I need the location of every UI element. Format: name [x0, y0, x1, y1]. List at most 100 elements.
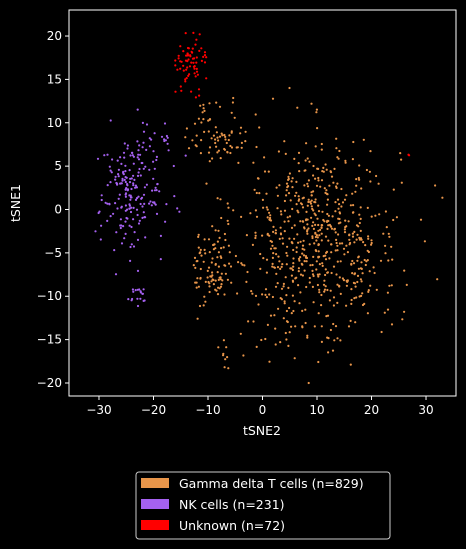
data-point: [187, 47, 190, 50]
data-point: [272, 225, 275, 228]
data-point: [141, 292, 144, 295]
data-point: [208, 146, 212, 149]
data-point: [142, 167, 145, 170]
data-point: [333, 167, 336, 170]
data-point: [192, 61, 195, 64]
data-point: [405, 283, 408, 286]
data-point: [208, 282, 211, 285]
data-point: [278, 260, 281, 263]
data-point: [335, 241, 338, 245]
data-point: [257, 303, 260, 306]
data-point: [137, 153, 140, 156]
data-point: [184, 31, 187, 35]
data-point: [274, 232, 277, 235]
data-point: [234, 254, 237, 258]
data-point: [285, 309, 288, 313]
data-point: [214, 141, 217, 145]
data-point: [205, 56, 208, 59]
data-point: [305, 285, 308, 289]
data-point: [327, 239, 330, 242]
data-point: [306, 334, 309, 337]
data-point: [200, 59, 203, 63]
data-point: [142, 288, 145, 291]
data-point: [195, 260, 198, 263]
data-point: [282, 285, 285, 288]
data-point: [335, 185, 338, 188]
data-point: [388, 284, 391, 287]
data-point: [251, 292, 254, 295]
data-point: [236, 292, 239, 295]
data-point: [197, 246, 200, 249]
data-point: [359, 278, 362, 281]
data-point: [275, 186, 278, 189]
data-point: [206, 269, 209, 272]
data-point: [240, 262, 243, 265]
data-point: [240, 146, 243, 149]
data-point: [403, 310, 406, 313]
data-point: [283, 230, 286, 233]
data-point: [272, 252, 275, 255]
data-point: [229, 265, 233, 268]
data-point: [312, 227, 315, 230]
data-point: [279, 297, 282, 300]
data-point: [159, 234, 162, 237]
data-point: [284, 331, 287, 335]
data-point: [351, 192, 354, 195]
data-point: [184, 80, 187, 83]
data-point: [399, 152, 402, 155]
data-point: [121, 177, 124, 180]
data-point: [286, 254, 289, 257]
data-point: [269, 314, 273, 317]
data-point: [136, 156, 139, 159]
data-point: [216, 256, 219, 259]
data-point: [313, 200, 316, 204]
data-point: [307, 198, 310, 201]
data-point: [199, 152, 202, 155]
data-point: [210, 137, 213, 140]
data-point: [326, 227, 329, 230]
data-point: [214, 229, 217, 232]
data-point: [335, 137, 338, 140]
data-point: [298, 302, 301, 305]
data-point: [129, 154, 132, 157]
data-point: [145, 123, 149, 126]
x-tick-label: 20: [364, 403, 379, 417]
data-point: [192, 264, 195, 267]
data-point: [100, 194, 103, 197]
data-point: [308, 243, 311, 246]
data-point: [275, 272, 278, 275]
data-point: [132, 290, 135, 293]
data-point: [297, 162, 300, 165]
data-point: [220, 256, 223, 259]
data-point: [280, 265, 283, 268]
data-point: [290, 274, 293, 277]
data-point: [339, 292, 342, 295]
legend: Gamma delta T cells (n=829) NK cells (n=…: [135, 471, 391, 540]
data-point: [266, 216, 269, 219]
data-point: [266, 208, 269, 211]
data-point: [131, 151, 134, 154]
data-point: [290, 180, 293, 183]
data-point: [203, 248, 206, 251]
data-point: [112, 212, 115, 215]
data-point: [133, 178, 136, 181]
data-point: [276, 282, 279, 285]
data-point: [125, 216, 128, 220]
data-point: [251, 243, 254, 246]
data-point: [195, 134, 198, 137]
data-point: [203, 295, 206, 298]
data-point: [329, 171, 333, 174]
data-point: [214, 279, 217, 282]
data-point: [265, 258, 269, 261]
data-point: [328, 184, 331, 187]
data-point: [138, 219, 141, 222]
data-point: [369, 180, 372, 183]
data-point: [315, 111, 318, 114]
data-point: [319, 185, 322, 188]
data-point: [123, 142, 126, 145]
data-point: [202, 103, 205, 106]
data-point: [357, 267, 360, 270]
data-point: [237, 161, 240, 164]
data-point: [329, 289, 332, 292]
data-point: [178, 210, 181, 213]
